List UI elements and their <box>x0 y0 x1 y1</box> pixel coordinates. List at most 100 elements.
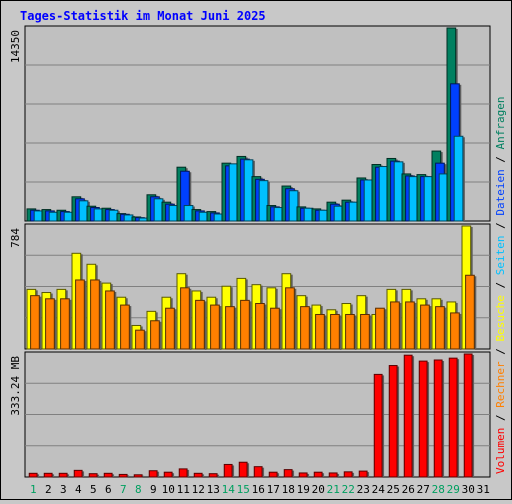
bar-volumen-day-23 <box>358 470 368 478</box>
bar-rechner-day-11 <box>180 287 190 350</box>
bar-rechner-day-25 <box>390 301 400 350</box>
x-tick-label-30: 30 <box>462 483 475 496</box>
bar-volumen-day-30 <box>463 353 473 478</box>
x-tick-label-20: 20 <box>312 483 325 496</box>
x-tick-label-16: 16 <box>252 483 265 496</box>
legend-item-volumen: Volumen <box>494 428 507 474</box>
legend-separator: / <box>494 149 507 169</box>
bar-rechner-day-20 <box>315 313 325 350</box>
bar-rechner-day-15 <box>240 299 250 350</box>
bar-volumen-day-29 <box>448 357 458 478</box>
bar-volumen-day-8 <box>133 474 143 478</box>
panel-2-axis-label: 784 <box>9 228 22 248</box>
x-tick-label-17: 17 <box>267 483 280 496</box>
legend-separator: / <box>494 408 507 428</box>
x-tick-label-1: 1 <box>30 483 37 496</box>
legend-item-rechner: Rechner <box>494 361 507 408</box>
bar-rechner-day-26 <box>405 301 415 350</box>
bar-rechner-day-23 <box>360 313 370 350</box>
bar-volumen-day-9 <box>148 470 158 478</box>
bar-rechner-day-2 <box>45 298 55 350</box>
bar-rechner-day-5 <box>90 279 100 350</box>
legend-separator: / <box>494 342 507 362</box>
bar-rechner-day-18 <box>285 287 295 350</box>
bar-rechner-day-29 <box>450 312 460 350</box>
bar-volumen-day-1 <box>28 472 38 478</box>
x-tick-label-25: 25 <box>387 483 400 496</box>
bar-volumen-day-5 <box>88 473 98 478</box>
bar-volumen-day-20 <box>313 471 323 478</box>
x-tick-label-6: 6 <box>105 483 112 496</box>
x-tick-label-4: 4 <box>75 483 82 496</box>
x-tick-label-26: 26 <box>402 483 415 496</box>
legend-separator: / <box>494 275 507 295</box>
legend-text: Volumen / Rechner / Besuche / Seiten / D… <box>494 96 507 474</box>
bar-rechner-day-12 <box>195 299 205 350</box>
x-tick-label-28: 28 <box>432 483 445 496</box>
bar-rechner-day-9 <box>150 320 160 350</box>
bar-rechner-day-27 <box>420 304 430 350</box>
bar-rechner-day-1 <box>30 295 40 350</box>
bar-rechner-day-28 <box>435 306 445 350</box>
bar-volumen-day-3 <box>58 472 68 478</box>
x-tick-label-13: 13 <box>207 483 220 496</box>
bar-volumen-day-18 <box>283 469 293 478</box>
bar-rechner-day-6 <box>105 290 115 350</box>
bar-volumen-day-15 <box>238 461 248 478</box>
bar-rechner-day-19 <box>300 306 310 350</box>
bar-rechner-day-8 <box>135 329 145 350</box>
x-tick-label-8: 8 <box>135 483 142 496</box>
bar-rechner-day-30 <box>465 274 475 350</box>
bar-volumen-day-2 <box>43 472 53 478</box>
x-tick-label-9: 9 <box>150 483 157 496</box>
bar-volumen-day-26 <box>403 354 413 478</box>
bar-rechner-day-4 <box>75 279 85 350</box>
panel-1-axis-label: 14350 <box>9 30 22 63</box>
panel-1: 14350 <box>9 25 491 222</box>
bar-rechner-day-22 <box>345 313 355 350</box>
x-tick-label-14: 14 <box>222 483 236 496</box>
bar-volumen-day-6 <box>103 472 113 478</box>
x-tick-label-27: 27 <box>417 483 430 496</box>
bar-rechner-day-24 <box>375 307 385 350</box>
legend-item-dateien: Dateien <box>494 169 507 215</box>
bar-rechner-day-10 <box>165 307 175 350</box>
panel-3-axis-label: 333.24 MB <box>9 356 22 416</box>
bar-rechner-day-17 <box>270 307 280 350</box>
x-tick-label-19: 19 <box>297 483 310 496</box>
bar-volumen-day-14 <box>223 463 233 478</box>
x-tick-label-31: 31 <box>477 483 490 496</box>
x-tick-label-23: 23 <box>357 483 370 496</box>
x-tick-label-10: 10 <box>162 483 175 496</box>
bar-volumen-day-10 <box>163 471 173 478</box>
x-tick-label-15: 15 <box>237 483 250 496</box>
legend-item-anfragen: Anfragen <box>494 96 507 149</box>
legend-separator: / <box>494 216 507 236</box>
bar-volumen-day-7 <box>118 473 128 478</box>
bar-seiten-day-29 <box>453 135 464 222</box>
bar-volumen-day-16 <box>253 466 263 478</box>
bar-volumen-day-25 <box>388 365 398 478</box>
bar-rechner-day-16 <box>255 303 265 350</box>
x-tick-label-12: 12 <box>192 483 205 496</box>
x-tick-label-24: 24 <box>372 483 386 496</box>
panel-3: 333.24 MB <box>9 351 491 478</box>
x-tick-label-11: 11 <box>177 483 190 496</box>
bar-volumen-day-13 <box>208 473 218 478</box>
x-tick-label-7: 7 <box>120 483 127 496</box>
bar-volumen-day-28 <box>433 359 443 478</box>
bar-volumen-day-12 <box>193 472 203 478</box>
bar-rechner-day-14 <box>225 306 235 350</box>
bar-rechner-day-21 <box>330 313 340 350</box>
x-tick-label-21: 21 <box>327 483 340 496</box>
bar-seiten-day-16 <box>258 180 269 222</box>
bar-seiten-day-18 <box>288 190 299 222</box>
x-tick-label-18: 18 <box>282 483 295 496</box>
panel-2: 784 <box>9 223 491 350</box>
x-tick-label-2: 2 <box>45 483 52 496</box>
bar-volumen-day-4 <box>73 469 83 478</box>
bar-volumen-day-22 <box>343 471 353 478</box>
legend-item-besuche: Besuche <box>494 295 507 341</box>
